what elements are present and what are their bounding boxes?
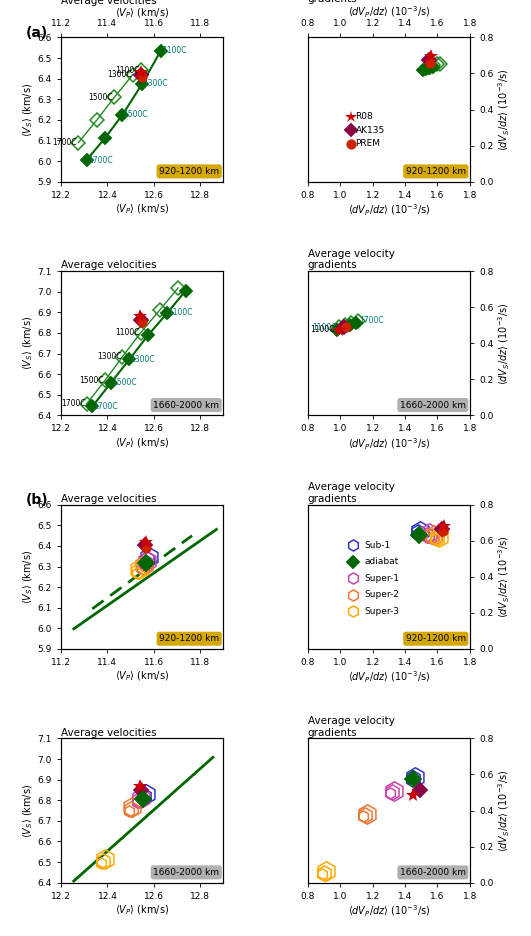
- Text: 1660-2000 km: 1660-2000 km: [153, 868, 219, 877]
- Text: Average velocities: Average velocities: [61, 494, 157, 504]
- Text: 1500C: 1500C: [89, 93, 113, 102]
- Text: 1700C: 1700C: [88, 155, 113, 165]
- X-axis label: $\langle dV_P/dz\rangle$ ($10^{-3}$/s): $\langle dV_P/dz\rangle$ ($10^{-3}$/s): [348, 670, 430, 685]
- Text: 1100C: 1100C: [162, 47, 186, 55]
- Y-axis label: $\langle dV_S/dz\rangle$ ($10^{-3}$/s): $\langle dV_S/dz\rangle$ ($10^{-3}$/s): [496, 535, 511, 619]
- Text: 920-1200 km: 920-1200 km: [406, 167, 466, 176]
- X-axis label: $\langle V_P\rangle$ (km/s): $\langle V_P\rangle$ (km/s): [115, 202, 169, 216]
- Y-axis label: $\langle dV_S/dz\rangle$ ($10^{-3}$/s): $\langle dV_S/dz\rangle$ ($10^{-3}$/s): [496, 769, 511, 852]
- Text: 1660-2000 km: 1660-2000 km: [400, 401, 466, 410]
- Text: 920-1200 km: 920-1200 km: [159, 167, 219, 176]
- Text: 1100C: 1100C: [312, 323, 337, 332]
- Text: Average velocities: Average velocities: [61, 727, 157, 738]
- Text: 1100C: 1100C: [115, 66, 140, 75]
- Text: Super-2: Super-2: [364, 591, 399, 599]
- Text: 1660-2000 km: 1660-2000 km: [400, 868, 466, 877]
- Text: 1500C: 1500C: [124, 110, 148, 119]
- Y-axis label: $\langle V_S\rangle$ (km/s): $\langle V_S\rangle$ (km/s): [21, 549, 35, 604]
- Text: Average velocity
gradients: Average velocity gradients: [307, 716, 395, 738]
- X-axis label: $\langle dV_P/dz\rangle$ ($10^{-3}$/s): $\langle dV_P/dz\rangle$ ($10^{-3}$/s): [348, 5, 430, 21]
- Text: Average velocities: Average velocities: [61, 0, 157, 6]
- Text: R08: R08: [356, 112, 373, 122]
- Y-axis label: $\langle V_S\rangle$ (km/s): $\langle V_S\rangle$ (km/s): [21, 316, 35, 371]
- Text: 1500C: 1500C: [112, 378, 136, 388]
- Text: 1100C: 1100C: [115, 329, 140, 337]
- Text: 1660-2000 km: 1660-2000 km: [153, 401, 219, 410]
- X-axis label: $\langle dV_P/dz\rangle$ ($10^{-3}$/s): $\langle dV_P/dz\rangle$ ($10^{-3}$/s): [348, 436, 430, 451]
- Text: (b): (b): [25, 493, 48, 507]
- Text: PREM: PREM: [356, 139, 381, 148]
- Text: adiabat: adiabat: [364, 557, 399, 566]
- X-axis label: $\langle V_P\rangle$ (km/s): $\langle V_P\rangle$ (km/s): [115, 903, 169, 917]
- Text: 1700C: 1700C: [61, 400, 85, 408]
- Text: Super-1: Super-1: [364, 574, 399, 583]
- Text: 1100C: 1100C: [168, 309, 193, 317]
- Text: 1300C: 1300C: [97, 352, 121, 361]
- Text: Average velocity
gradients: Average velocity gradients: [307, 249, 395, 271]
- Text: 920-1200 km: 920-1200 km: [159, 635, 219, 643]
- Y-axis label: $\langle dV_S/dz\rangle$ ($10^{-3}$/s): $\langle dV_S/dz\rangle$ ($10^{-3}$/s): [496, 301, 511, 385]
- Text: Average velocity
gradients: Average velocity gradients: [307, 0, 395, 5]
- Text: 1100C: 1100C: [311, 325, 335, 334]
- Text: 1300C: 1300C: [107, 70, 132, 79]
- Text: AK135: AK135: [356, 125, 385, 135]
- Text: 1700C: 1700C: [359, 316, 384, 326]
- X-axis label: $\langle dV_P/dz\rangle$ ($10^{-3}$/s): $\langle dV_P/dz\rangle$ ($10^{-3}$/s): [348, 903, 430, 919]
- Text: Average velocities: Average velocities: [61, 260, 157, 271]
- Text: (a): (a): [25, 26, 48, 40]
- Text: 1500C: 1500C: [79, 375, 104, 385]
- X-axis label: $\langle V_P\rangle$ (km/s): $\langle V_P\rangle$ (km/s): [115, 436, 169, 449]
- X-axis label: $\langle V_P\rangle$ (km/s): $\langle V_P\rangle$ (km/s): [115, 670, 169, 683]
- Text: 920-1200 km: 920-1200 km: [406, 635, 466, 643]
- Text: Average velocity
gradients: Average velocity gradients: [307, 482, 395, 504]
- Y-axis label: $\langle V_S\rangle$ (km/s): $\langle V_S\rangle$ (km/s): [21, 82, 35, 137]
- Text: Sub-1: Sub-1: [364, 541, 391, 549]
- Text: Super-3: Super-3: [364, 607, 399, 616]
- X-axis label: $\langle V_P\rangle$ (km/s): $\langle V_P\rangle$ (km/s): [115, 7, 169, 21]
- Text: 1700C: 1700C: [53, 138, 78, 147]
- Text: 1700C: 1700C: [93, 402, 118, 411]
- Text: 1300C: 1300C: [131, 355, 155, 364]
- Text: 1300C: 1300C: [143, 80, 168, 88]
- Y-axis label: $\langle dV_S/dz\rangle$ ($10^{-3}$/s): $\langle dV_S/dz\rangle$ ($10^{-3}$/s): [496, 68, 511, 151]
- X-axis label: $\langle dV_P/dz\rangle$ ($10^{-3}$/s): $\langle dV_P/dz\rangle$ ($10^{-3}$/s): [348, 202, 430, 218]
- Y-axis label: $\langle V_S\rangle$ (km/s): $\langle V_S\rangle$ (km/s): [21, 783, 35, 838]
